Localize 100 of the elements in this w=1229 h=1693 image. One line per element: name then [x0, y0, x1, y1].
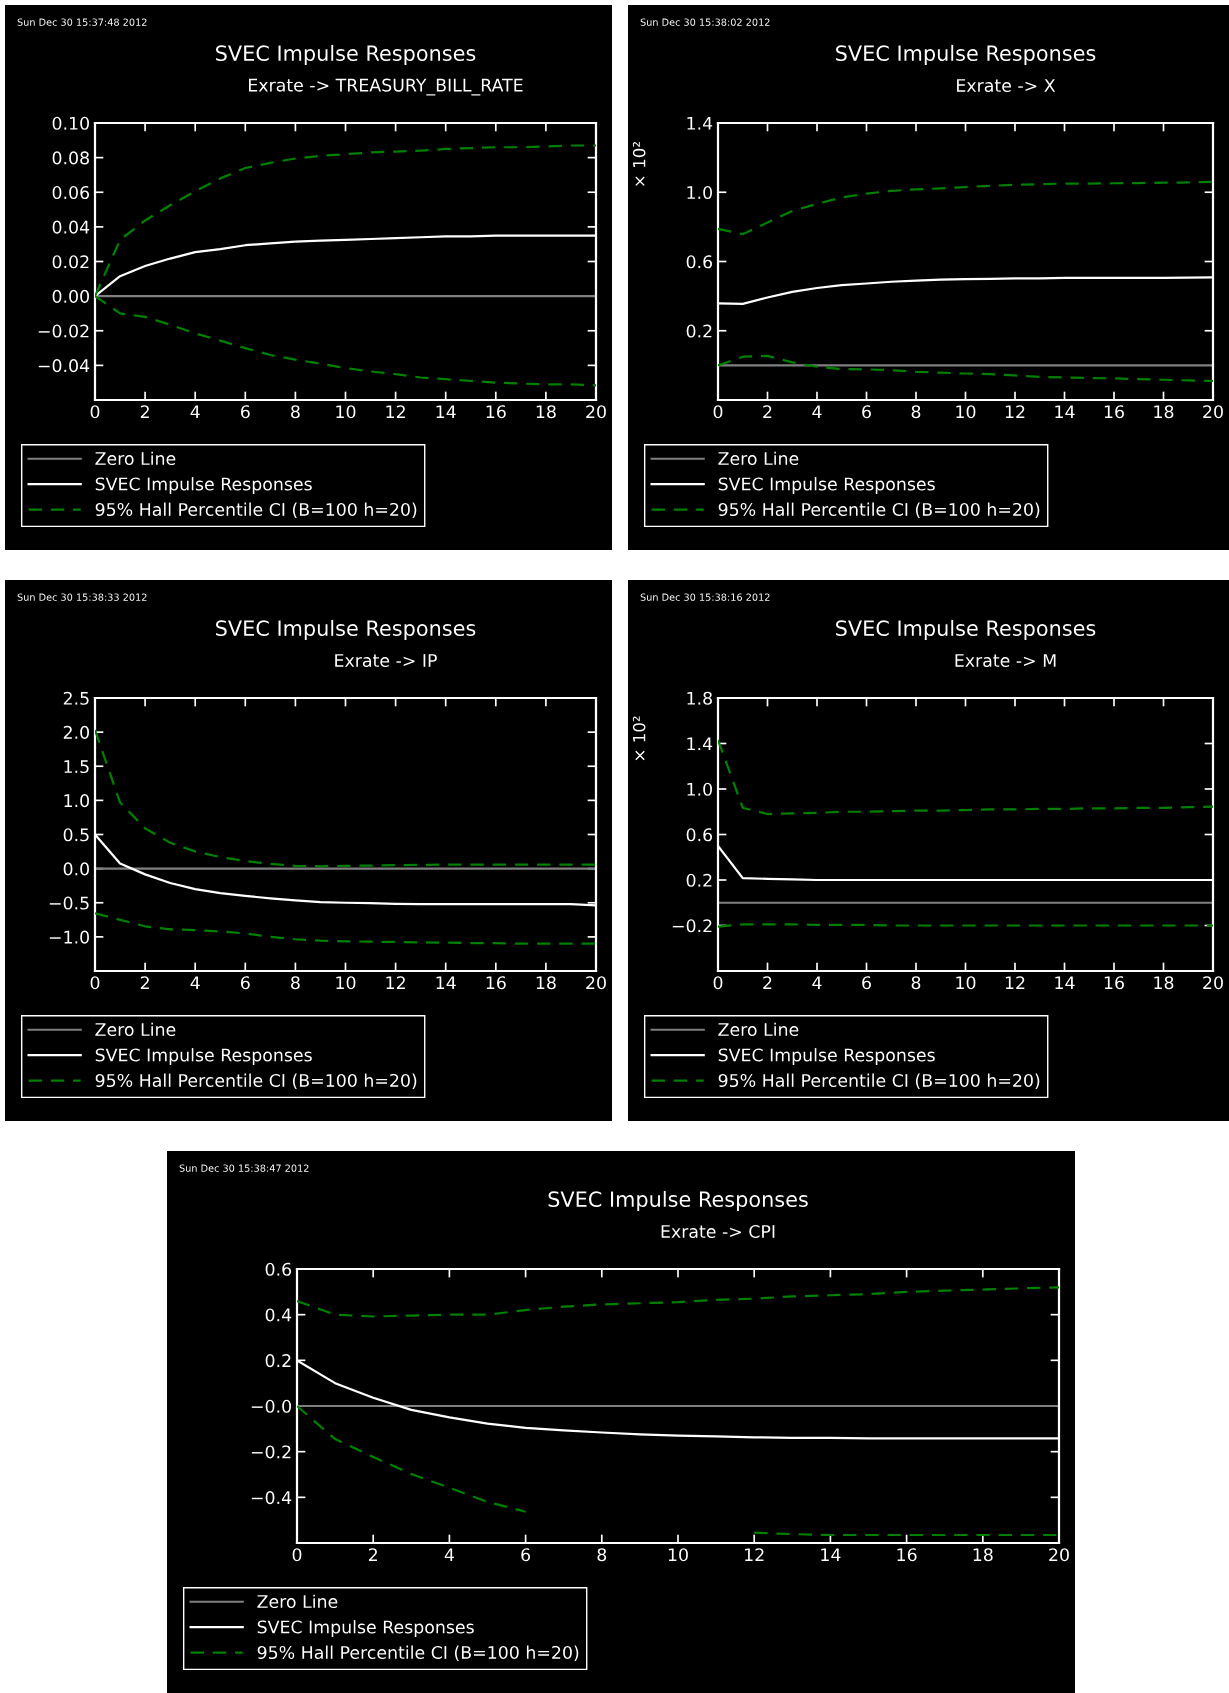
legend-label: SVEC Impulse Responses [257, 1620, 474, 1637]
line-series [297, 1286, 1059, 1318]
legend-label: 95% Hall Percentile CI (B=100 h=20) [95, 1073, 417, 1090]
x-tick-label: 18 [536, 405, 556, 419]
text: Sun Dec 30 15:38:02 2012 [640, 18, 770, 26]
x-tick-label: 20 [586, 405, 606, 419]
y-tick-label: −0.5 [49, 896, 89, 910]
legend-label: 95% Hall Percentile CI (B=100 h=20) [718, 502, 1040, 519]
x-tick-label: 6 [862, 405, 871, 419]
y-tick-label: −1.0 [49, 930, 89, 944]
x-tick-label: 0 [292, 1548, 302, 1562]
x-tick-label: 2 [140, 405, 149, 419]
y-tick-label: 0.00 [52, 289, 89, 303]
x-tick-label: 20 [1049, 1548, 1069, 1562]
y-tick-label: 0.0 [63, 862, 89, 876]
chart-subtitle: Exrate -> CPI [661, 1224, 775, 1239]
x-tick-label: 8 [911, 976, 921, 990]
line-series [718, 738, 1213, 816]
x-tick-label: 10 [336, 976, 356, 990]
chart-subtitle: Exrate -> X [957, 79, 1056, 93]
legend-label: Zero Line [718, 451, 799, 466]
line-series [95, 912, 596, 945]
y-tick-label: −0.04 [38, 359, 90, 373]
x-tick-label: 2 [140, 976, 149, 990]
chart-subtitle: Exrate -> TREASURY_BILL_RATE [249, 78, 523, 96]
x-tick-label: 14 [1055, 976, 1075, 990]
y-tick-label: 0.08 [52, 151, 89, 165]
y-tick-label: 0.04 [52, 220, 90, 234]
line-series [95, 728, 596, 868]
x-tick-label: 10 [956, 405, 976, 419]
text: Sun Dec 30 15:37:48 2012 [17, 18, 147, 26]
y-tick-label: 0.6 [686, 255, 713, 269]
y-tick-label: 0.02 [52, 255, 89, 269]
chart-title: SVEC Impulse Responses [836, 619, 1096, 641]
x-tick-label: 12 [386, 976, 405, 990]
y-axis-title: × 10² [632, 142, 646, 186]
y-tick-label: 0.6 [265, 1262, 292, 1276]
x-tick-label: 16 [897, 1548, 917, 1562]
x-tick-label: 12 [745, 1548, 764, 1562]
y-axis-title: × 10² [632, 716, 646, 761]
chart-subtitle: Exrate -> IP [335, 654, 437, 668]
text: Sun Dec 30 15:38:33 2012 [17, 593, 147, 601]
x-tick-label: 20 [1203, 976, 1223, 990]
x-tick-label: 8 [291, 976, 300, 990]
x-tick-label: 16 [486, 405, 506, 419]
y-tick-label: 0.2 [686, 873, 712, 887]
y-tick-label: −0.2 [251, 1445, 291, 1459]
x-tick-label: 12 [1005, 976, 1025, 990]
x-tick-label: 0 [90, 405, 100, 419]
x-tick-label: 16 [1104, 405, 1124, 419]
x-tick-label: 4 [190, 976, 200, 990]
x-tick-label: 0 [90, 976, 100, 990]
x-tick-label: 4 [812, 405, 822, 419]
chart-title: SVEC Impulse Responses [836, 44, 1096, 66]
x-tick-label: 18 [536, 976, 556, 990]
x-tick-label: 0 [713, 405, 723, 419]
x-tick-label: 14 [436, 405, 456, 419]
x-tick-label: 8 [597, 1548, 607, 1562]
legend-label: 95% Hall Percentile CI (B=100 h=20) [257, 1645, 579, 1662]
x-tick-label: 18 [1154, 405, 1174, 419]
x-tick-label: 12 [1005, 405, 1025, 419]
x-tick-label: 2 [763, 976, 772, 990]
y-tick-label: 0.2 [686, 324, 712, 338]
x-tick-label: 2 [763, 405, 772, 419]
x-tick-label: 10 [668, 1548, 688, 1562]
text: Sun Dec 30 15:38:16 2012 [640, 593, 770, 601]
x-tick-label: 2 [368, 1548, 377, 1562]
legend-label: 95% Hall Percentile CI (B=100 h=20) [95, 502, 417, 519]
x-tick-label: 20 [1203, 405, 1223, 419]
x-tick-label: 6 [521, 1548, 531, 1562]
legend-label: SVEC Impulse Responses [718, 477, 935, 494]
y-tick-label: 0.06 [52, 185, 90, 200]
y-tick-label: 1.5 [64, 760, 89, 774]
y-tick-label: −0.4 [251, 1491, 292, 1505]
legend-label: SVEC Impulse Responses [95, 477, 312, 494]
chart-title: SVEC Impulse Responses [548, 1190, 808, 1212]
chart-title: SVEC Impulse Responses [216, 619, 476, 641]
y-tick-label: 0.6 [686, 828, 713, 842]
x-tick-label: 14 [436, 976, 456, 990]
x-tick-label: 10 [336, 405, 356, 419]
x-tick-label: 6 [240, 976, 250, 990]
line-series [718, 354, 1213, 383]
text: Sun Dec 30 15:38:47 2012 [179, 1164, 309, 1172]
x-tick-label: 14 [1055, 405, 1075, 419]
chart-subtitle: Exrate -> M [955, 654, 1056, 668]
y-tick-label: 1.4 [687, 116, 713, 130]
legend-label: Zero Line [95, 451, 176, 466]
y-tick-label: 0.2 [265, 1354, 291, 1368]
x-tick-label: 18 [1154, 976, 1174, 990]
x-tick-label: 4 [444, 1548, 454, 1562]
x-tick-label: 14 [821, 1548, 841, 1562]
y-tick-label: 1.0 [687, 185, 712, 200]
y-tick-label: 0.5 [63, 828, 89, 842]
legend-label: Zero Line [718, 1022, 799, 1037]
line-series [718, 180, 1213, 236]
y-tick-label: 1.0 [64, 794, 89, 808]
y-tick-label: −0.0 [251, 1399, 291, 1413]
y-tick-label: 2.0 [63, 725, 89, 739]
y-tick-label: 1.4 [687, 737, 713, 751]
legend-label: Zero Line [257, 1594, 338, 1609]
